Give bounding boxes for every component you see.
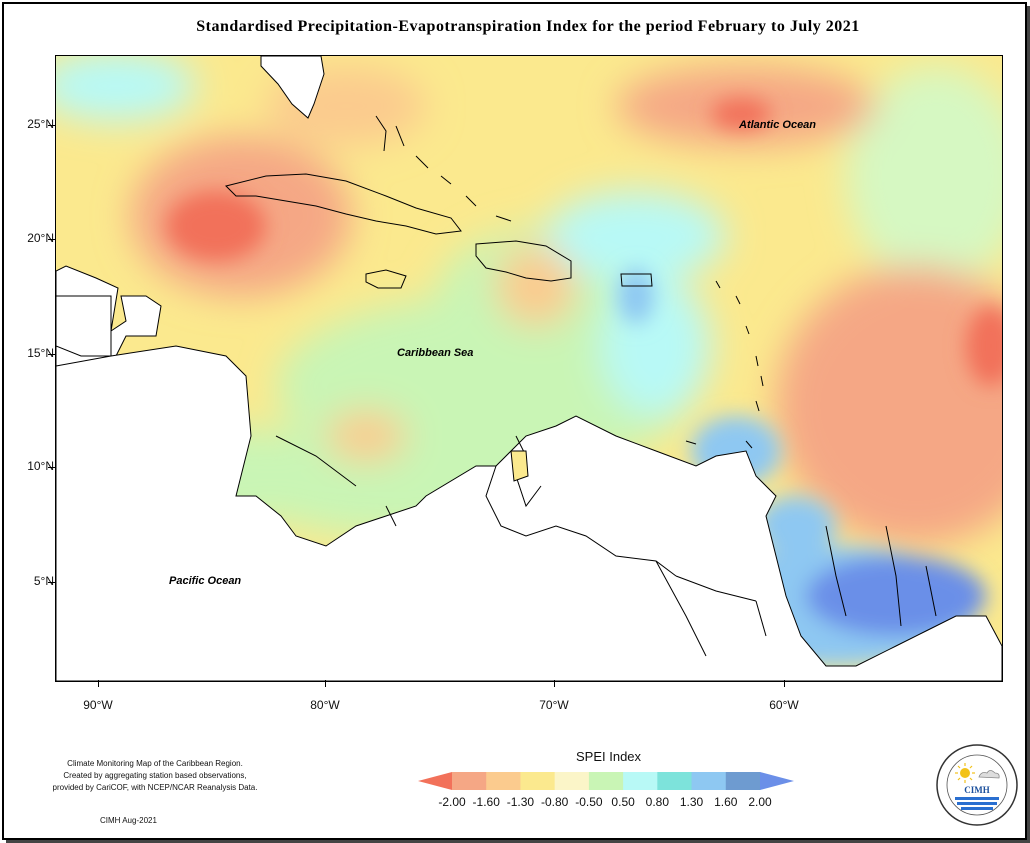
lat-label-15n: 15°N (27, 346, 54, 360)
credit-text: CIMH Aug-2021 (100, 816, 157, 825)
label-caribbean-sea: Caribbean Sea (397, 347, 474, 359)
legend-tick-label: -2.00 (438, 795, 466, 809)
legend-tick-label: 1.60 (714, 795, 738, 809)
legend-swatch (691, 772, 727, 790)
lat-tick (48, 125, 55, 126)
footnote-line: provided by CariCOF, with NCEP/NCAR Rean… (52, 783, 258, 792)
lon-label-90w: 90°W (83, 698, 113, 712)
lat-tick (48, 582, 55, 583)
lon-label-80w: 80°W (310, 698, 340, 712)
spei-map-field (56, 56, 1002, 681)
legend-title: SPEI Index (576, 749, 642, 764)
legend-swatch (623, 772, 658, 790)
legend-tick-label: -0.80 (540, 795, 569, 809)
lat-label-5n: 5°N (33, 574, 54, 588)
lat-tick (48, 239, 55, 240)
lon-tick (325, 680, 326, 687)
lon-tick (98, 680, 99, 687)
legend-swatch (657, 772, 693, 790)
legend-swatch (725, 772, 761, 790)
logo-text: CIMH (964, 785, 990, 795)
legend-swatch (588, 772, 624, 790)
spei-map: Atlantic Ocean Caribbean Sea Pacific Oce… (55, 55, 1003, 682)
map-title: Standardised Precipitation-Evapotranspir… (196, 18, 860, 35)
legend-tick-label: 0.80 (645, 795, 670, 809)
legend-swatch (554, 772, 590, 790)
legend-tick-label: 0.50 (611, 795, 635, 809)
cloud-icon (978, 770, 1000, 779)
lon-label-60w: 60°W (769, 698, 799, 712)
legend-tick-label: 2.00 (748, 795, 772, 809)
lon-tick (554, 680, 555, 687)
legend-tick-label: -1.30 (506, 795, 535, 809)
lon-tick (784, 680, 785, 687)
footnote: Climate Monitoring Map of the Caribbean … (30, 758, 280, 794)
legend-tick-label: -0.50 (575, 795, 603, 809)
wave-icon (955, 797, 999, 810)
legend-swatch (452, 772, 487, 790)
legend-tick-label: 1.30 (679, 795, 704, 809)
label-pacific-ocean: Pacific Ocean (169, 575, 242, 587)
lat-label-20n: 20°N (27, 231, 54, 245)
legend-swatch (520, 772, 556, 790)
lat-label-25n: 25°N (27, 117, 54, 131)
legend-swatch (486, 772, 521, 790)
color-legend (418, 772, 794, 790)
cimh-logo: CIMH (936, 744, 1018, 826)
legend-tick-label: -1.60 (472, 795, 500, 809)
legend-swatch (418, 772, 452, 790)
lat-tick (48, 354, 55, 355)
sun-icon (955, 763, 975, 783)
footnote-line: Created by aggregating station based obs… (63, 771, 247, 780)
lon-label-70w: 70°W (539, 698, 569, 712)
footnote-line: Climate Monitoring Map of the Caribbean … (67, 759, 243, 768)
label-atlantic-ocean: Atlantic Ocean (739, 119, 817, 131)
lat-tick (48, 467, 55, 468)
legend-swatch (760, 772, 794, 790)
lat-label-10n: 10°N (27, 459, 54, 473)
